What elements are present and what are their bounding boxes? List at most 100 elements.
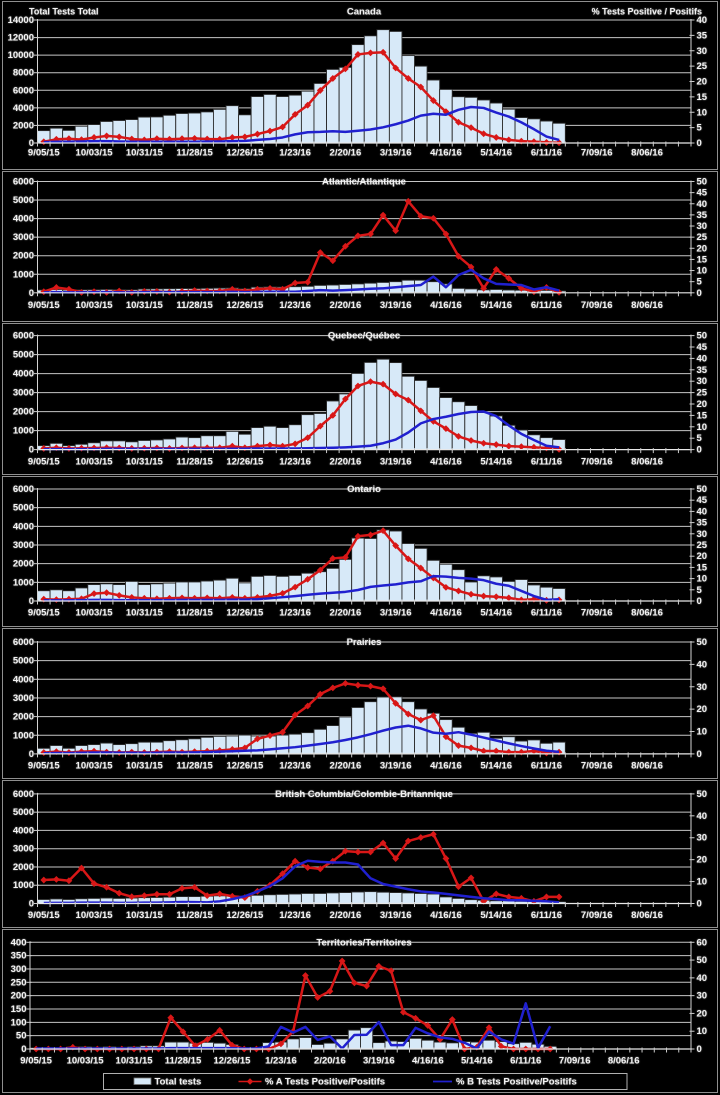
svg-text:10/31/15: 10/31/15 [126,761,164,772]
svg-text:30: 30 [697,46,708,57]
svg-text:3000: 3000 [13,540,34,551]
svg-text:12/26/15: 12/26/15 [226,910,264,921]
svg-text:12/26/15: 12/26/15 [213,1056,251,1067]
svg-text:5000: 5000 [13,195,34,206]
svg-text:50: 50 [697,955,708,966]
svg-text:7/09/16: 7/09/16 [581,608,613,619]
svg-text:1000: 1000 [13,577,34,588]
svg-text:3/19/16: 3/19/16 [380,761,412,772]
svg-text:5: 5 [697,585,703,596]
svg-text:2/20/16: 2/20/16 [314,1056,346,1067]
svg-text:0: 0 [697,749,702,760]
svg-text:40: 40 [697,811,708,822]
svg-text:4/16/16: 4/16/16 [430,457,462,468]
svg-text:1000: 1000 [13,880,34,891]
svg-text:6/11/16: 6/11/16 [531,761,562,772]
svg-text:2/20/16: 2/20/16 [330,910,362,921]
svg-text:35: 35 [697,365,708,376]
svg-text:25: 25 [697,540,708,551]
svg-text:40: 40 [697,973,708,984]
svg-text:50: 50 [16,1031,27,1042]
svg-text:Prairies: Prairies [347,637,382,648]
svg-text:6/11/16: 6/11/16 [510,1056,541,1067]
svg-text:3000: 3000 [13,388,34,399]
svg-text:11/28/15: 11/28/15 [165,1056,202,1067]
svg-text:1/23/16: 1/23/16 [279,457,311,468]
svg-text:3/19/16: 3/19/16 [380,300,412,311]
svg-text:4/16/16: 4/16/16 [430,300,462,311]
svg-text:0: 0 [29,445,34,456]
svg-text:10: 10 [697,422,708,433]
svg-text:60: 60 [697,937,708,948]
svg-text:8/06/16: 8/06/16 [631,910,663,921]
svg-text:British Columbia/Colombie-Brit: British Columbia/Colombie-Britannique [275,789,453,800]
svg-text:3/19/16: 3/19/16 [363,1056,395,1067]
svg-text:4000: 4000 [13,214,34,225]
svg-text:5000: 5000 [13,503,34,514]
svg-text:10: 10 [697,107,708,118]
svg-text:10/03/15: 10/03/15 [67,1056,105,1067]
svg-text:40: 40 [697,15,708,26]
svg-text:1/23/16: 1/23/16 [279,761,311,772]
svg-text:5000: 5000 [13,350,34,361]
svg-text:Canada: Canada [347,7,382,18]
svg-text:11/28/15: 11/28/15 [176,910,213,921]
svg-text:10/03/15: 10/03/15 [76,608,114,619]
svg-text:1000: 1000 [13,730,34,741]
svg-text:Total Tests Total: Total Tests Total [29,7,99,17]
svg-text:45: 45 [697,188,708,199]
svg-text:45: 45 [697,495,708,506]
svg-text:2/20/16: 2/20/16 [330,761,362,772]
svg-text:Atlantic/Atlantique: Atlantic/Atlantique [322,177,406,188]
svg-text:6/11/16: 6/11/16 [531,608,562,619]
svg-text:20: 20 [697,399,708,410]
svg-text:30: 30 [697,221,708,232]
svg-text:10/31/15: 10/31/15 [116,1056,154,1067]
svg-text:35: 35 [697,30,708,41]
svg-text:10/31/15: 10/31/15 [126,457,164,468]
svg-text:12000: 12000 [8,33,34,44]
svg-text:0: 0 [29,288,34,299]
svg-text:10/03/15: 10/03/15 [76,300,114,311]
svg-text:100: 100 [11,1017,27,1028]
svg-text:9/05/15: 9/05/15 [28,148,60,159]
svg-text:6/11/16: 6/11/16 [531,300,562,311]
svg-text:10/03/15: 10/03/15 [76,761,114,772]
svg-text:8/06/16: 8/06/16 [608,1056,640,1067]
svg-text:11/28/15: 11/28/15 [176,457,213,468]
svg-text:12/26/15: 12/26/15 [226,457,264,468]
svg-text:3/19/16: 3/19/16 [380,457,412,468]
svg-text:20: 20 [697,704,708,715]
svg-text:15: 15 [697,254,708,265]
svg-text:50: 50 [697,484,708,495]
svg-text:7/09/16: 7/09/16 [581,457,613,468]
svg-text:15: 15 [697,562,708,573]
svg-text:9/05/15: 9/05/15 [28,910,60,921]
svg-text:1000: 1000 [13,269,34,280]
svg-text:1/23/16: 1/23/16 [279,608,311,619]
svg-text:4/16/16: 4/16/16 [430,910,462,921]
svg-text:15: 15 [697,410,708,421]
svg-text:5: 5 [697,433,703,444]
svg-text:6/11/16: 6/11/16 [531,148,562,159]
svg-text:50: 50 [697,177,708,188]
svg-text:% Tests Positive / Positifs: % Tests Positive / Positifs [592,7,702,17]
svg-text:10/03/15: 10/03/15 [76,457,114,468]
svg-text:5/14/16: 5/14/16 [480,300,512,311]
svg-text:0: 0 [29,749,34,760]
svg-text:% A Tests Positive/Positifs: % A Tests Positive/Positifs [265,1077,385,1088]
svg-text:4/16/16: 4/16/16 [430,148,462,159]
svg-text:7/09/16: 7/09/16 [581,761,613,772]
svg-text:6000: 6000 [13,177,34,188]
svg-text:Ontario: Ontario [347,484,381,495]
svg-text:0: 0 [697,288,702,299]
svg-text:5/14/16: 5/14/16 [480,457,512,468]
svg-text:6000: 6000 [13,637,34,648]
svg-text:15: 15 [697,92,708,103]
svg-text:8/06/16: 8/06/16 [631,148,663,159]
svg-text:40: 40 [697,353,708,364]
svg-text:10: 10 [697,574,708,585]
svg-text:Quebec/Québec: Quebec/Québec [328,331,400,342]
svg-text:25: 25 [697,61,708,72]
svg-text:0: 0 [697,138,702,149]
